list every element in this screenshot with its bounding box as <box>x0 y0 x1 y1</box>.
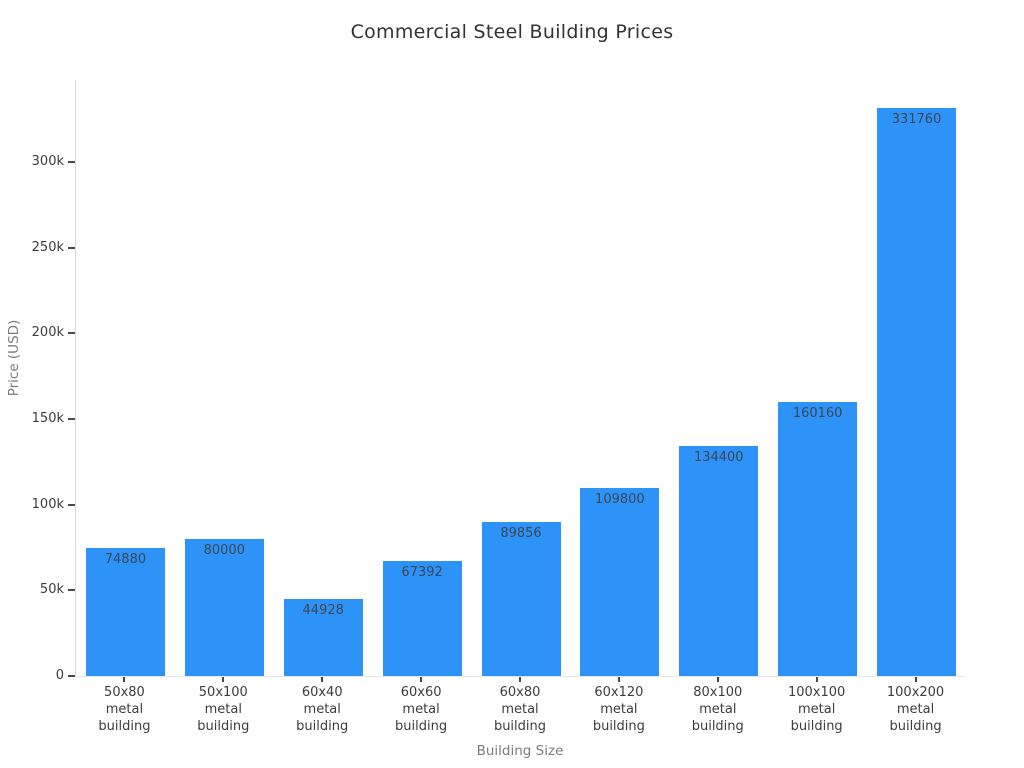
y-tick <box>68 332 75 335</box>
x-tick-label: 50x80 metal building <box>98 685 151 734</box>
y-tick <box>68 418 75 421</box>
chart-title: Commercial Steel Building Prices <box>350 21 674 43</box>
x-tick <box>519 677 521 682</box>
bar-value-label: 109800 <box>595 491 645 507</box>
y-tick <box>68 589 75 592</box>
bar: 331760 <box>877 107 957 676</box>
bar-value-label: 80000 <box>203 542 245 558</box>
bar: 134400 <box>679 445 759 676</box>
bar-value-label: 160160 <box>792 405 843 421</box>
y-tick <box>68 675 75 677</box>
y-tick-label: 150k <box>31 411 64 427</box>
x-axis-title: Building Size <box>476 743 564 759</box>
y-tick-label: 50k <box>39 582 64 598</box>
x-tick <box>123 677 126 682</box>
y-tick-label: 200k <box>31 325 64 341</box>
x-tick <box>815 677 818 682</box>
x-tick-label: 100x100 metal building <box>787 685 846 734</box>
bar: 44928 <box>283 599 363 676</box>
bar-value-label: 134400 <box>693 449 744 465</box>
x-tick-label: 60x40 metal building <box>296 685 349 734</box>
x-tick <box>222 677 225 682</box>
x-tick <box>716 677 719 682</box>
y-tick <box>68 161 75 164</box>
bar: 80000 <box>184 538 264 676</box>
x-tick-label: 100x200 metal building <box>886 685 945 734</box>
x-tick-label: 60x60 metal building <box>395 685 448 734</box>
bar: 74880 <box>85 547 165 676</box>
x-tick-label: 60x120 metal building <box>592 685 645 734</box>
bar: 89856 <box>481 522 561 676</box>
x-tick <box>321 677 324 682</box>
bar-value-label: 44928 <box>302 603 344 619</box>
bar-value-label: 67392 <box>401 564 443 580</box>
y-tick <box>68 246 75 249</box>
y-tick-label: 100k <box>31 496 64 512</box>
x-tick <box>420 677 423 682</box>
bar: 160160 <box>778 401 858 676</box>
plot-area: 74880 80000 44928 67392 89856 109800 134400 160… <box>75 80 966 677</box>
x-tick <box>617 677 620 682</box>
bar-value-label: 331760 <box>891 111 942 127</box>
y-tick-label: 250k <box>31 239 64 255</box>
x-tick <box>914 677 917 682</box>
x-tick-label: 60x80 metal building <box>493 685 547 734</box>
bar-value-label: 74880 <box>104 551 147 567</box>
x-tick-label: 50x100 metal building <box>197 685 250 734</box>
bar: 109800 <box>580 487 660 676</box>
bar: 67392 <box>382 560 462 676</box>
x-tick-label: 80x100 metal building <box>691 685 744 734</box>
bar-value-label: 89856 <box>500 526 542 542</box>
y-tick-label: 300k <box>31 154 64 170</box>
y-tick <box>68 503 75 506</box>
y-tick-label: 0 <box>55 668 64 683</box>
